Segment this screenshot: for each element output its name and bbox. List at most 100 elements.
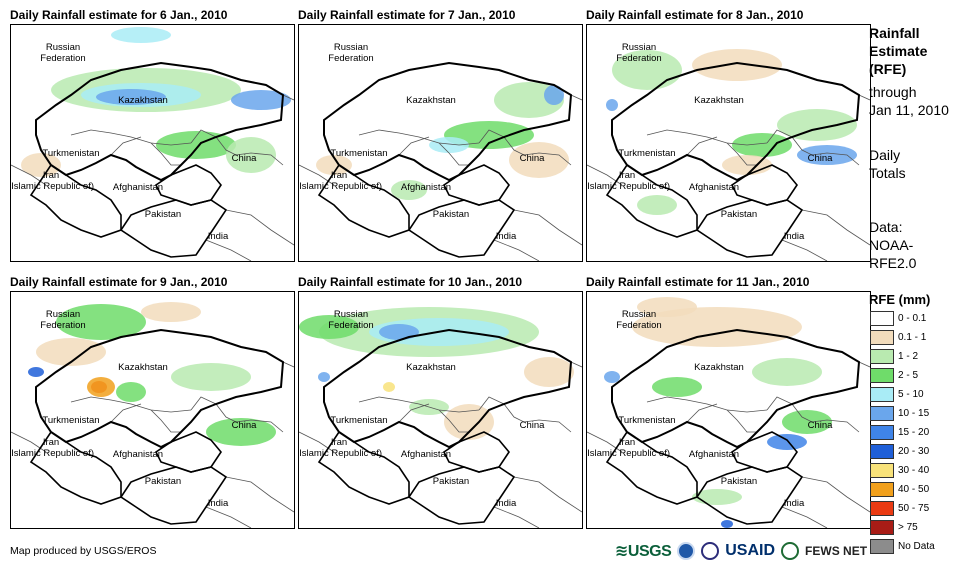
country-border bbox=[190, 129, 217, 144]
rainfall-area bbox=[692, 49, 782, 81]
legend-item: 5 - 10 bbox=[870, 385, 924, 403]
country-border bbox=[726, 409, 757, 433]
country-label-turkmenistan: Turkmenistan bbox=[330, 415, 388, 426]
country-border bbox=[70, 129, 192, 146]
legend-swatch bbox=[870, 481, 894, 497]
country-border bbox=[791, 403, 860, 433]
country-label-kazakhstan: Kazakhstan bbox=[118, 362, 168, 373]
country-border bbox=[438, 142, 469, 166]
region-boundary bbox=[317, 430, 410, 505]
rainfall-map-9-jan: Russian Federation Kazakhstan Turkmenistan… bbox=[10, 291, 295, 529]
country-label-india: India bbox=[495, 231, 517, 242]
country-label-russia: Russian Federation bbox=[40, 309, 86, 331]
region-boundary bbox=[407, 466, 516, 525]
country-label-kazakhstan: Kazakhstan bbox=[406, 95, 456, 106]
country-label-china: China bbox=[807, 420, 833, 431]
partner-logos: ≋USGS USAID FEWS NET bbox=[615, 540, 867, 562]
country-label-kazakhstan: Kazakhstan bbox=[118, 95, 168, 106]
country-label-china: China bbox=[231, 153, 257, 164]
country-border bbox=[190, 396, 217, 411]
country-label-afghanistan: Afghanistan bbox=[688, 182, 740, 193]
legend-swatch bbox=[870, 424, 894, 440]
map-canvas bbox=[587, 297, 870, 528]
legend-item: 30 - 40 bbox=[870, 461, 929, 479]
country-border bbox=[503, 136, 572, 166]
country-label-pakistan: Pakistan bbox=[720, 209, 758, 220]
panel-title-6: Daily Rainfall estimate for 11 Jan., 201… bbox=[586, 275, 810, 289]
legend-swatch bbox=[870, 367, 894, 383]
country-border bbox=[503, 403, 572, 433]
rainfall-map-8-jan: Russian Federation Kazakhstan Turkmenistan… bbox=[586, 24, 871, 262]
rainfall-area bbox=[544, 85, 564, 105]
region-boundary bbox=[119, 199, 228, 258]
rainfall-map-7-jan: Russian Federation Kazakhstan Turkmenistan… bbox=[298, 24, 583, 262]
rainfall-area bbox=[116, 382, 146, 402]
country-label-turkmenistan: Turkmenistan bbox=[618, 415, 676, 426]
rainfall-area bbox=[637, 195, 677, 215]
rainfall-map-6-jan: Russian Federation Kazakhstan Turkmenistan… bbox=[10, 24, 295, 262]
country-border bbox=[587, 431, 623, 453]
rainfall-area bbox=[141, 302, 201, 322]
legend-item: 50 - 75 bbox=[870, 499, 929, 517]
legend-item: 15 - 20 bbox=[870, 423, 929, 441]
region-boundary bbox=[154, 164, 222, 206]
country-label-india: India bbox=[207, 498, 229, 509]
footer-credit: Map produced by USGS/EROS bbox=[10, 545, 157, 557]
country-label-afghanistan: Afghanistan bbox=[688, 449, 740, 460]
legend-swatch bbox=[870, 462, 894, 478]
rainfall-area bbox=[767, 434, 807, 450]
legend-swatch bbox=[870, 519, 894, 535]
region-boundary bbox=[407, 199, 516, 258]
region-boundary bbox=[119, 466, 228, 525]
rainfall-area bbox=[231, 90, 291, 110]
legend-label: 1 - 2 bbox=[898, 350, 919, 362]
country-border bbox=[493, 506, 540, 528]
legend-label: 40 - 50 bbox=[898, 483, 930, 495]
country-border bbox=[781, 239, 828, 261]
country-border bbox=[299, 164, 335, 186]
usgs-logo: ≋USGS bbox=[615, 543, 672, 560]
country-border bbox=[438, 409, 469, 433]
rainfall-area bbox=[721, 520, 733, 528]
rainfall-area bbox=[36, 338, 106, 366]
country-label-pakistan: Pakistan bbox=[432, 209, 470, 220]
region-boundary bbox=[35, 61, 285, 182]
country-border bbox=[150, 142, 181, 166]
country-label-china: China bbox=[231, 420, 257, 431]
region-boundary bbox=[605, 430, 698, 505]
country-label-china: China bbox=[807, 153, 833, 164]
region-boundary bbox=[35, 328, 285, 449]
rainfall-area bbox=[56, 304, 146, 340]
legend-label: 2 - 5 bbox=[898, 369, 919, 381]
country-label-iran: Iran (Islamic Republic of) bbox=[10, 170, 95, 192]
rainfall-area bbox=[604, 371, 620, 383]
country-border bbox=[766, 129, 793, 144]
country-border bbox=[205, 506, 252, 528]
rainfall-area bbox=[379, 324, 419, 340]
region-boundary bbox=[695, 199, 804, 258]
sidebar-data-source: Data: NOAA- RFE2.0 bbox=[869, 219, 917, 271]
legend-item: 10 - 15 bbox=[870, 404, 929, 422]
country-border bbox=[478, 129, 505, 144]
country-label-afghanistan: Afghanistan bbox=[400, 182, 452, 193]
country-label-india: India bbox=[207, 231, 229, 242]
rainfall-area bbox=[87, 377, 115, 397]
rainfall-area bbox=[637, 297, 697, 317]
region-boundary bbox=[29, 430, 122, 505]
country-border bbox=[587, 164, 623, 186]
country-label-iran: Iran (Islamic Republic of) bbox=[298, 170, 383, 192]
country-border bbox=[205, 239, 252, 261]
country-border bbox=[781, 506, 828, 528]
panel-title-2: Daily Rainfall estimate for 7 Jan., 2010 bbox=[298, 8, 516, 22]
legend-item: 0.1 - 1 bbox=[870, 328, 926, 346]
seal-logo-icon bbox=[701, 542, 720, 560]
country-label-pakistan: Pakistan bbox=[720, 476, 758, 487]
country-label-iran: Iran (Islamic Republic of) bbox=[298, 437, 383, 459]
rainfall-area bbox=[391, 180, 427, 200]
country-border bbox=[570, 361, 582, 368]
country-label-india: India bbox=[783, 231, 805, 242]
rainfall-area bbox=[318, 372, 330, 382]
country-border bbox=[282, 94, 294, 101]
region-boundary bbox=[442, 164, 510, 206]
map-canvas bbox=[299, 307, 582, 528]
